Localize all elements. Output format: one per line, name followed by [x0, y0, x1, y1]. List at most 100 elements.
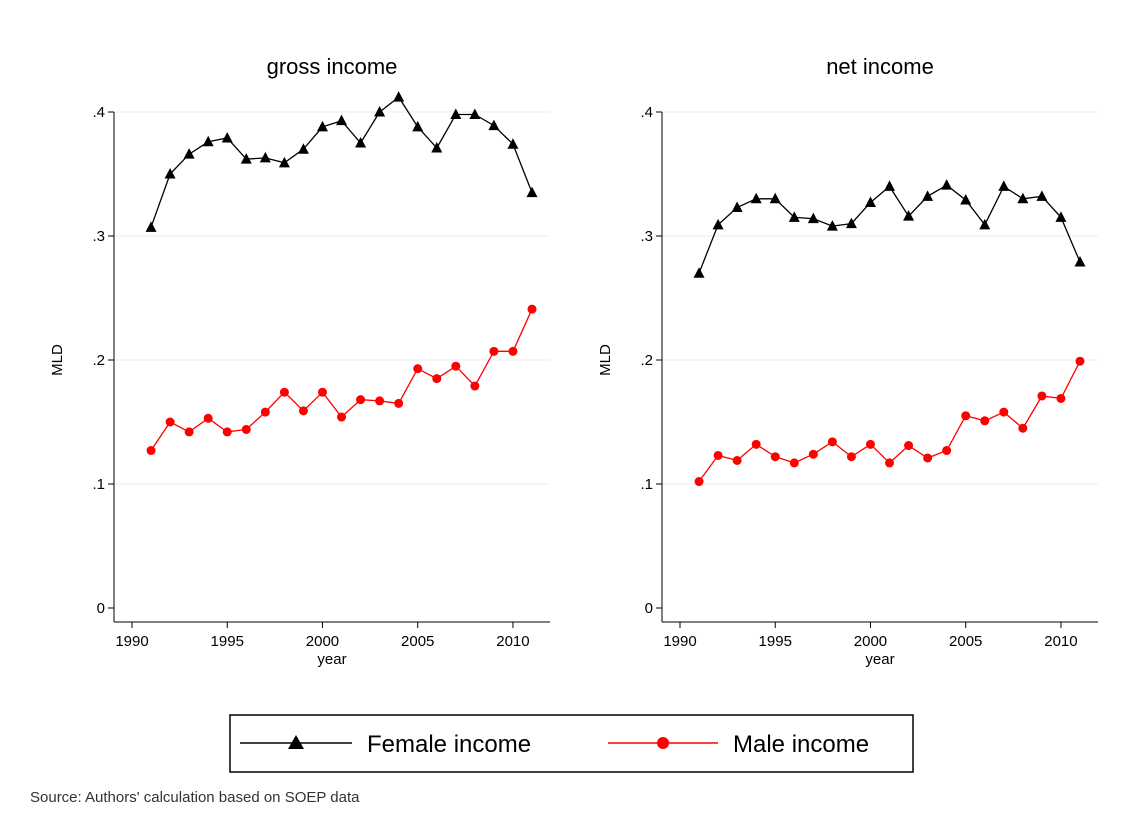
- series-male: [146, 304, 537, 456]
- legend-male-label: Male income: [733, 731, 869, 758]
- data-point-circle: [470, 381, 480, 391]
- data-point-triangle: [807, 212, 819, 224]
- data-point-circle: [980, 416, 990, 426]
- y-tick-label: .2: [92, 352, 105, 369]
- x-tick-label: 2000: [854, 633, 887, 650]
- data-point-triangle: [826, 220, 838, 231]
- x-tick-label: 1990: [115, 633, 148, 650]
- x-tick-label: 2005: [949, 633, 982, 650]
- y-tick-label: 0: [645, 600, 653, 617]
- data-point-circle: [508, 346, 518, 356]
- data-point-circle: [184, 427, 194, 437]
- data-point-triangle: [1036, 190, 1048, 201]
- x-axis-title: year: [865, 651, 894, 668]
- data-point-triangle: [941, 179, 953, 190]
- data-point-circle: [808, 449, 818, 459]
- x-tick-label: 2010: [496, 633, 529, 650]
- y-axis-title: MLD: [49, 344, 66, 376]
- data-point-circle: [451, 361, 461, 371]
- data-point-triangle: [750, 192, 762, 204]
- data-point-circle: [999, 407, 1009, 417]
- data-point-triangle: [297, 143, 309, 154]
- legend-female-marker: [288, 735, 304, 749]
- data-point-triangle: [979, 218, 991, 230]
- data-point-triangle: [278, 156, 290, 168]
- x-tick-label: 2000: [306, 633, 339, 650]
- data-point-circle: [203, 413, 213, 423]
- data-point-triangle: [202, 135, 214, 147]
- legend: Female income Male income: [229, 714, 914, 773]
- data-point-triangle: [1055, 211, 1067, 222]
- data-point-circle: [146, 446, 156, 456]
- data-point-circle: [279, 387, 289, 397]
- data-point-circle: [770, 452, 780, 462]
- data-point-triangle: [1017, 192, 1029, 204]
- y-tick-label: .2: [640, 352, 653, 369]
- x-tick-label: 1995: [759, 633, 792, 650]
- data-point-triangle: [450, 108, 462, 119]
- data-point-triangle: [393, 91, 405, 102]
- data-point-circle: [413, 364, 423, 374]
- data-point-circle: [375, 396, 385, 406]
- data-point-circle: [298, 406, 308, 416]
- data-point-triangle: [960, 194, 972, 205]
- data-point-circle: [394, 398, 404, 408]
- data-point-circle: [432, 374, 442, 384]
- data-point-triangle: [693, 267, 705, 278]
- data-point-circle: [789, 458, 799, 468]
- data-point-circle: [885, 458, 895, 468]
- data-point-circle: [317, 387, 327, 397]
- data-point-circle: [356, 395, 366, 405]
- data-point-triangle: [864, 196, 876, 208]
- data-point-circle: [865, 439, 875, 449]
- data-point-triangle: [526, 186, 538, 198]
- data-point-circle: [165, 417, 175, 427]
- data-point-triangle: [183, 148, 195, 159]
- y-tick-label: .3: [92, 228, 105, 245]
- data-point-triangle: [374, 106, 386, 117]
- data-point-circle: [942, 446, 952, 456]
- data-point-circle: [732, 455, 742, 465]
- data-point-triangle: [769, 192, 781, 204]
- series-line: [150, 308, 533, 451]
- x-tick-label: 1990: [663, 633, 696, 650]
- source-note: Source: Authors' calculation based on SO…: [30, 789, 360, 806]
- data-point-triangle: [712, 218, 724, 230]
- data-point-circle: [923, 453, 933, 463]
- x-axis-title: year: [317, 651, 346, 668]
- y-tick-label: .4: [640, 104, 653, 121]
- data-point-triangle: [336, 114, 348, 126]
- data-point-triangle: [1074, 256, 1086, 267]
- data-point-circle: [222, 427, 232, 437]
- y-tick-label: .4: [92, 104, 105, 121]
- y-tick-label: .1: [640, 476, 653, 493]
- data-point-circle: [961, 411, 971, 421]
- data-point-triangle: [164, 168, 176, 179]
- data-point-triangle: [903, 210, 915, 221]
- data-point-triangle: [259, 151, 271, 163]
- data-point-circle: [1037, 391, 1047, 401]
- x-tick-label: 2005: [401, 633, 434, 650]
- chart-panel-1: gross income 0 .1 .2 .3 .4 1990 1995 2000 2005 201…: [49, 54, 550, 668]
- data-point-circle: [1075, 356, 1085, 366]
- data-point-triangle: [145, 221, 157, 232]
- data-point-triangle: [431, 141, 443, 153]
- data-point-circle: [527, 304, 537, 314]
- data-point-triangle: [221, 132, 233, 143]
- data-point-triangle: [507, 138, 519, 149]
- y-tick-label: .3: [640, 228, 653, 245]
- panel-title: net income: [826, 54, 934, 79]
- data-point-circle: [694, 477, 704, 487]
- data-point-circle: [751, 439, 761, 449]
- data-point-triangle: [884, 180, 896, 191]
- data-point-circle: [1018, 423, 1028, 433]
- data-point-circle: [489, 346, 499, 356]
- data-point-triangle: [998, 180, 1010, 191]
- data-point-triangle: [731, 201, 743, 212]
- data-point-triangle: [845, 217, 857, 229]
- chart-panels: gross income 0 .1 .2 .3 .4 1990 1995 2000 2005 201…: [49, 54, 1098, 668]
- x-tick-label: 2010: [1044, 633, 1077, 650]
- series-female: [693, 179, 1086, 278]
